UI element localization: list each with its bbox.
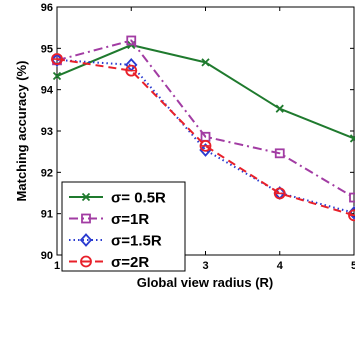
legend-marker <box>81 213 91 224</box>
y-axis-label: Matching accuracy (%) <box>14 61 29 202</box>
data-point <box>51 53 63 65</box>
data-point <box>125 64 138 77</box>
y-tick-label: 96 <box>41 2 53 14</box>
x-tick-label: 1 <box>54 260 60 272</box>
y-tick-label: 91 <box>41 209 53 221</box>
legend-label: σ=1.5R <box>111 233 162 250</box>
x-axis-label: Global view radius (R) <box>137 275 274 290</box>
data-point <box>199 139 212 152</box>
series-line-3 <box>56 58 355 214</box>
y-tick-label: 94 <box>41 85 54 97</box>
data-point <box>201 58 210 67</box>
y-tick-label: 90 <box>41 250 53 262</box>
legend-label: σ=2R <box>111 254 149 271</box>
x-tick-label: 3 <box>202 260 208 272</box>
data-point <box>273 187 286 200</box>
legend-label: σ= 0.5R <box>111 190 166 207</box>
series-line-2 <box>56 39 355 199</box>
y-tick-label: 93 <box>41 126 53 138</box>
legend-label: σ=1R <box>111 211 149 228</box>
x-tick-label: 4 <box>277 260 284 272</box>
legend-marker <box>80 255 92 268</box>
y-tick-label: 92 <box>41 167 53 179</box>
series-layer <box>50 35 355 222</box>
axis-ticks: 1234590919293949596 <box>41 2 355 272</box>
x-tick-label: 5 <box>351 260 355 272</box>
data-point <box>274 148 285 159</box>
data-point <box>348 209 355 222</box>
data-point <box>275 104 284 113</box>
legend-marker <box>81 192 91 202</box>
data-point <box>349 192 355 203</box>
legend: σ= 0.5R σ=1R σ=1.5R σ=2R <box>61 181 186 272</box>
data-point <box>50 53 64 67</box>
data-point <box>52 71 62 81</box>
y-tick-label: 95 <box>41 43 53 55</box>
data-point <box>126 35 137 46</box>
legend-marker <box>79 233 93 247</box>
data-point <box>349 134 355 143</box>
